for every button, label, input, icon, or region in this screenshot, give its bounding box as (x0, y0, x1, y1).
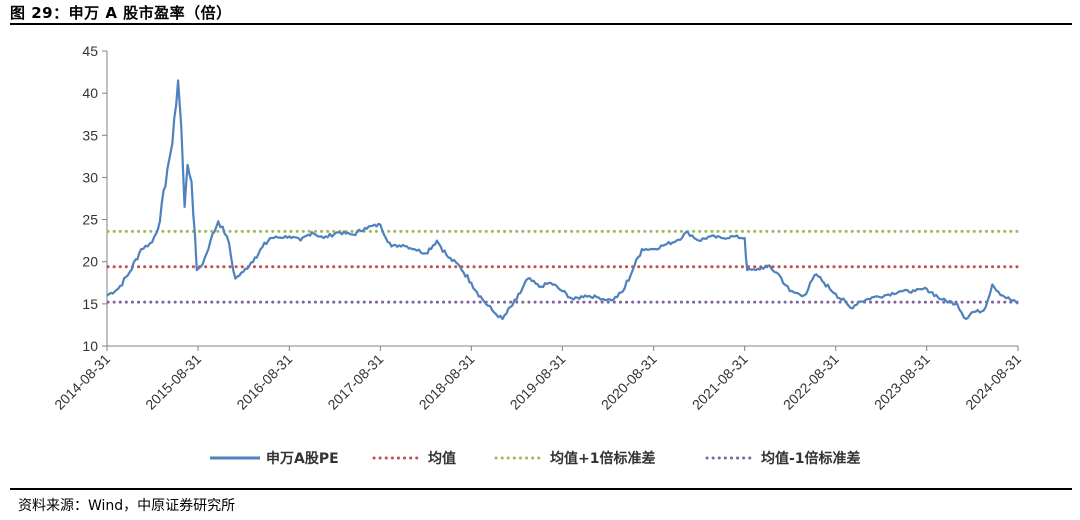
x-tick-label: 2021-08-31 (689, 351, 751, 413)
y-tick-label: 30 (82, 169, 98, 185)
y-tick-label: 40 (82, 85, 98, 101)
legend-label-1: 均值 (428, 450, 456, 467)
reference-lines (106, 229, 1020, 304)
chart-axes: 10 15 20 25 30 35 40 45 2014-08-31 2015-08-31 2016… (51, 43, 1024, 413)
y-tick-label: 35 (82, 127, 98, 143)
y-tick-label: 10 (82, 338, 98, 354)
x-tick-label: 2022-08-31 (780, 351, 842, 413)
legend-label-0: 申万A股PE (266, 450, 339, 467)
x-tick-label: 2023-08-31 (871, 351, 933, 413)
bottom-rule (10, 488, 1072, 490)
chart-legend: 申万A股PE 均值 均值+1倍标准差 均值-1倍标准差 (210, 450, 861, 467)
source-note: 资料来源：Wind，中原证券研究所 (18, 498, 236, 514)
x-tick-label: 2020-08-31 (598, 351, 660, 413)
series-layer (106, 79, 1019, 321)
x-tick-label: 2015-08-31 (142, 351, 204, 413)
figure-title: 图 29：申万 A 股市盈率（倍） (10, 4, 232, 22)
x-tick-label: 2019-08-31 (507, 351, 569, 413)
x-tick-label: 2024-08-31 (962, 351, 1024, 413)
y-tick-label: 45 (82, 43, 98, 59)
y-tick-label: 20 (82, 254, 98, 270)
x-tick-label: 2016-08-31 (233, 351, 295, 413)
legend-label-3: 均值-1倍标准差 (761, 450, 861, 467)
x-tick-label: 2017-08-31 (324, 351, 386, 413)
series-line-pe (106, 79, 1019, 321)
pe-line-chart: 10 15 20 25 30 35 40 45 2014-08-31 2015-08-31 2016… (51, 43, 1024, 467)
x-tick-label: 2014-08-31 (51, 351, 113, 413)
x-tick-label: 2018-08-31 (416, 351, 478, 413)
y-tick-label: 25 (82, 212, 98, 228)
y-tick-label: 15 (82, 296, 98, 312)
top-rule (10, 23, 1072, 25)
legend-label-2: 均值+1倍标准差 (550, 450, 655, 467)
